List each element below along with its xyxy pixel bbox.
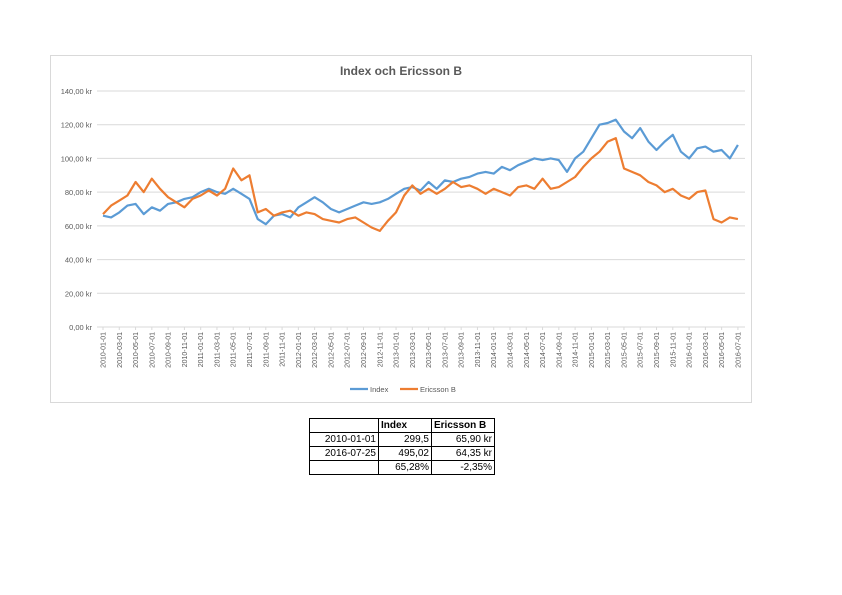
legend-label: Ericsson B xyxy=(420,385,456,394)
table-row: 65,28% -2,35% xyxy=(309,460,495,475)
x-tick-label: 2014-11-01 xyxy=(573,332,580,367)
x-tick-label: 2011-05-01 xyxy=(231,332,238,367)
x-tick-label: 2014-03-01 xyxy=(508,332,515,368)
x-tick-label: 2010-07-01 xyxy=(149,332,156,368)
table-row: 2010-01-01 299,5 65,90 kr xyxy=(309,432,495,447)
table-cell: 65,28% xyxy=(378,460,432,475)
x-tick-label: 2010-01-01 xyxy=(101,332,108,368)
table-header-row: Index Ericsson B xyxy=(309,418,495,433)
x-tick-label: 2016-03-01 xyxy=(703,332,710,368)
x-tick-label: 2011-03-01 xyxy=(214,332,221,367)
x-tick-label: 2016-01-01 xyxy=(687,332,694,368)
table-cell: -2,35% xyxy=(431,460,495,475)
x-tick-label: 2013-01-01 xyxy=(394,332,401,368)
x-tick-label: 2013-07-01 xyxy=(442,332,449,368)
x-tick-label: 2010-11-01 xyxy=(182,332,189,367)
chart-frame xyxy=(50,55,752,403)
y-tick-label: 20,00 kr xyxy=(65,289,93,298)
x-tick-label: 2012-09-01 xyxy=(361,332,368,368)
x-tick-label: 2014-05-01 xyxy=(524,332,531,368)
table-header-cell xyxy=(309,418,379,433)
legend-label: Index xyxy=(370,385,389,394)
x-tick-label: 2013-05-01 xyxy=(426,332,433,368)
table-header-cell: Index xyxy=(378,418,432,433)
x-tick-label: 2012-11-01 xyxy=(377,332,384,367)
table-cell: 2010-01-01 xyxy=(309,432,379,447)
x-tick-label: 2011-09-01 xyxy=(263,332,270,367)
summary-table: Index Ericsson B 2010-01-01 299,5 65,90 … xyxy=(309,418,495,475)
x-tick-label: 2013-11-01 xyxy=(475,332,482,367)
y-tick-label: 100,00 kr xyxy=(61,154,93,163)
y-tick-label: 60,00 kr xyxy=(65,222,93,231)
x-tick-label: 2013-09-01 xyxy=(459,332,466,368)
series-line-ericsson-b xyxy=(102,137,739,232)
table-cell: 2016-07-25 xyxy=(309,446,379,461)
x-tick-label: 2010-03-01 xyxy=(117,332,124,368)
x-tick-label: 2012-03-01 xyxy=(312,332,319,368)
table-header-cell: Ericsson B xyxy=(431,418,495,433)
x-tick-label: 2012-05-01 xyxy=(328,332,335,368)
y-tick-label: 40,00 kr xyxy=(65,256,93,265)
y-tick-label: 140,00 kr xyxy=(61,87,93,96)
table-cell: 299,5 xyxy=(378,432,432,447)
x-tick-label: 2014-07-01 xyxy=(540,332,547,368)
y-tick-label: 80,00 kr xyxy=(65,188,93,197)
x-tick-label: 2015-11-01 xyxy=(670,332,677,367)
x-tick-label: 2010-05-01 xyxy=(133,332,140,368)
series-line-index xyxy=(102,118,739,226)
chart-title: Index och Ericsson B xyxy=(340,64,462,78)
x-tick-label: 2016-07-01 xyxy=(735,332,742,368)
x-tick-label: 2015-09-01 xyxy=(654,332,661,368)
x-tick-label: 2012-07-01 xyxy=(345,332,352,368)
x-tick-label: 2014-09-01 xyxy=(556,332,563,368)
table-row: 2016-07-25 495,02 64,35 kr xyxy=(309,446,495,461)
x-tick-label: 2015-01-01 xyxy=(589,332,596,368)
x-tick-label: 2015-03-01 xyxy=(605,332,612,368)
x-tick-label: 2012-01-01 xyxy=(296,332,303,368)
table-cell: 65,90 kr xyxy=(431,432,495,447)
x-tick-label: 2013-03-01 xyxy=(410,332,417,368)
x-tick-label: 2011-01-01 xyxy=(198,332,205,367)
x-tick-label: 2015-07-01 xyxy=(638,332,645,368)
x-tick-label: 2014-01-01 xyxy=(491,332,498,368)
x-tick-label: 2011-07-01 xyxy=(247,332,254,367)
y-tick-label: 120,00 kr xyxy=(61,121,93,130)
x-tick-label: 2016-05-01 xyxy=(719,332,726,368)
table-cell: 64,35 kr xyxy=(431,446,495,461)
x-tick-label: 2011-11-01 xyxy=(280,332,287,367)
table-cell: 495,02 xyxy=(378,446,432,461)
x-tick-label: 2015-05-01 xyxy=(621,332,628,368)
y-tick-label: 0,00 kr xyxy=(69,323,92,332)
table-cell xyxy=(309,460,379,475)
x-tick-label: 2010-09-01 xyxy=(166,332,173,368)
